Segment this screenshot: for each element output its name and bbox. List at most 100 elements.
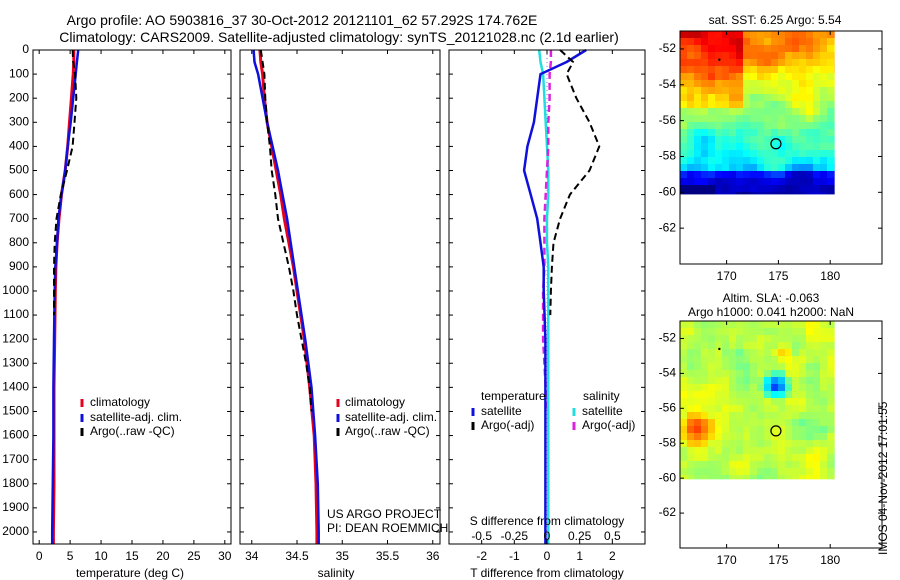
sla-cell — [757, 328, 765, 336]
sst-cell — [722, 164, 730, 172]
sla-cell — [708, 384, 716, 392]
sst-cell — [827, 80, 835, 88]
sst-cell — [729, 52, 737, 60]
salinity-argo-line — [541, 50, 553, 412]
sla-cell — [820, 426, 828, 434]
x-tick-label: 2 — [609, 549, 616, 563]
sst-cell — [715, 59, 723, 67]
sst-cell — [820, 164, 828, 172]
legend-satellite-label: satellite-adj. clim. — [345, 410, 437, 424]
sla-cell — [792, 335, 800, 343]
x-tick-label: -1 — [509, 549, 520, 563]
sst-cell — [687, 178, 695, 186]
sla-cell — [722, 328, 730, 336]
map-y-tick-label: -58 — [659, 149, 677, 163]
temperature-argo-line — [549, 49, 601, 316]
sla-cell — [792, 461, 800, 469]
sst-cell — [757, 157, 765, 165]
sst-cell — [680, 129, 688, 137]
sla-cell — [750, 349, 758, 357]
sst-cell — [834, 66, 835, 74]
sst-cell — [722, 87, 730, 95]
map-y-tick-label: -56 — [659, 113, 677, 127]
sst-cell — [778, 178, 786, 186]
sla-cell — [680, 349, 688, 357]
sst-cell — [771, 115, 779, 123]
depth-axis-labels: 0 100 200 300 400 500 600 700 800 900 1000 1100 1200… — [2, 42, 29, 538]
sla-cell — [785, 405, 793, 413]
sst-cell — [757, 38, 765, 46]
sla-cell — [722, 349, 730, 357]
sst-cell — [778, 115, 786, 123]
sst-cell — [722, 80, 730, 88]
sla-cell — [778, 454, 786, 462]
sla-cell — [764, 419, 772, 427]
sla-cell — [785, 391, 793, 399]
sla-cell — [827, 342, 835, 350]
sst-cell — [764, 38, 772, 46]
sla-cell — [701, 335, 709, 343]
sst-cell — [722, 129, 730, 137]
sst-cell — [757, 129, 765, 137]
sla-cell — [687, 321, 695, 329]
sst-cell — [764, 143, 772, 151]
sst-cell — [757, 185, 765, 193]
sst-cell — [722, 143, 730, 151]
sla-cell — [834, 370, 835, 378]
sla-cell — [820, 447, 828, 455]
sst-cell — [757, 164, 765, 172]
sla-cell — [778, 433, 786, 441]
difference-x-ticks: -2 -1 0 1 2 — [449, 49, 645, 563]
sst-cell — [722, 108, 730, 116]
sla-cell — [778, 377, 786, 385]
sst-cell — [708, 150, 716, 158]
sst-cell — [743, 52, 751, 60]
sst-cell — [834, 164, 835, 172]
sst-cell — [757, 59, 765, 67]
sst-cell — [687, 73, 695, 81]
sst-cell — [757, 52, 765, 60]
sst-cell — [799, 94, 807, 102]
sst-cell — [757, 108, 765, 116]
sla-cell — [708, 349, 716, 357]
sst-cell — [743, 94, 751, 102]
sst-cell — [834, 143, 835, 151]
sla-cell — [715, 398, 723, 406]
depth-tick-label: 1400 — [2, 380, 29, 394]
x-tick-label: 34.5 — [285, 549, 309, 563]
sla-cell — [785, 433, 793, 441]
sla-cell — [785, 363, 793, 371]
depth-tick-label: 200 — [9, 90, 29, 104]
sst-cell — [799, 136, 807, 144]
sla-cell — [715, 426, 723, 434]
sla-cell — [687, 426, 695, 434]
sst-cell — [694, 178, 702, 186]
salinity-legend: climatology satellite-adj. clim. Argo(..… — [336, 395, 437, 438]
sst-cell — [687, 66, 695, 74]
sla-cell — [799, 349, 807, 357]
sla-cell — [722, 440, 730, 448]
sla-cell — [722, 398, 730, 406]
sst-cell — [785, 45, 793, 53]
map-y-tick-label: -54 — [659, 77, 677, 91]
sla-cell — [694, 356, 702, 364]
sst-cell — [778, 59, 786, 67]
sst-cell — [722, 59, 730, 67]
sst-cell — [736, 129, 744, 137]
sst-cell — [729, 136, 737, 144]
sst-cell — [687, 192, 695, 195]
sla-cell — [694, 475, 702, 480]
sst-cell — [785, 157, 793, 165]
sst-cell — [729, 80, 737, 88]
sla-cell — [750, 321, 758, 329]
sst-cell — [813, 164, 821, 172]
sst-cell — [729, 101, 737, 109]
sla-cell — [806, 321, 814, 329]
sla-cell — [813, 349, 821, 357]
sla-cell — [827, 461, 835, 469]
sla-cell — [806, 440, 814, 448]
sst-cell — [701, 73, 709, 81]
sla-cell — [708, 468, 716, 476]
sst-cell — [785, 115, 793, 123]
sst-cell — [729, 115, 737, 123]
